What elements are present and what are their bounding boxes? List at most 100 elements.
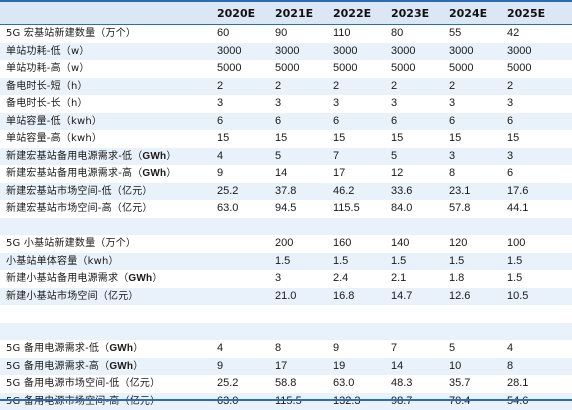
table-cell: 3 xyxy=(507,95,513,113)
row-label-text: 新建宏基站市场空间-高（亿元） xyxy=(6,203,153,214)
table-cell: 44.1 xyxy=(507,200,528,218)
table-cell: 42 xyxy=(507,25,519,43)
table-cell: 9 xyxy=(333,340,339,358)
table-cell: 1.5 xyxy=(275,253,290,271)
table-cell: 160 xyxy=(333,235,351,253)
table-cell: 15 xyxy=(275,130,287,148)
row-label: 新建宏基站市场空间-低（亿元） xyxy=(6,183,153,201)
table-cell: 19 xyxy=(333,358,345,376)
table-cell: 90 xyxy=(275,25,287,43)
row-label-tail: ） xyxy=(133,343,143,354)
table-cell: 23.1 xyxy=(449,183,470,201)
table-cell: 6 xyxy=(449,113,455,131)
table-cell: 200 xyxy=(275,235,293,253)
table-cell: 6 xyxy=(391,113,397,131)
table-cell: 14.7 xyxy=(391,288,412,306)
table-cell: 15 xyxy=(507,130,519,148)
table-cell: 12.6 xyxy=(449,288,470,306)
table-cell: 5 xyxy=(449,340,455,358)
table-cell: 6 xyxy=(507,113,513,131)
table-cell: 5000 xyxy=(449,60,473,78)
table-cell: 55 xyxy=(449,25,461,43)
table-row: 单站容量-低（kwh） 6 6 6 6 6 6 xyxy=(0,113,572,131)
row-label-text: 新建宏基站市场空间-低（亿元） xyxy=(6,186,153,197)
table-cell: 63.0 xyxy=(333,375,354,393)
row-label-text: 单站容量-高（kwh） xyxy=(6,133,102,144)
table-cell: 3000 xyxy=(449,43,473,61)
table-cell: 15 xyxy=(391,130,403,148)
table-cell: 110 xyxy=(333,25,351,43)
row-label-text: 单站容量-低（kwh） xyxy=(6,116,102,127)
column-header: 2021E xyxy=(275,6,313,22)
row-label: 备电时长-长（h） xyxy=(6,95,88,113)
table-cell: 35.7 xyxy=(449,375,470,393)
row-label-tail: ） xyxy=(166,151,176,162)
table-cell: 94.5 xyxy=(275,200,296,218)
row-label-text: 备电时长-短（h） xyxy=(6,81,88,92)
table-cell: 15 xyxy=(333,130,345,148)
table-cell: 100 xyxy=(507,235,525,253)
table-cell: 6 xyxy=(333,113,339,131)
table-cell: 9 xyxy=(217,165,223,183)
row-label: 新建宏基站市场空间-高（亿元） xyxy=(6,200,153,218)
row-label-tail: ） xyxy=(152,273,162,284)
table-cell: 15 xyxy=(217,130,229,148)
table-cell: 8 xyxy=(275,340,281,358)
table-cell: 3 xyxy=(333,95,339,113)
table-cell: 5000 xyxy=(391,60,415,78)
row-label-unit: GWh xyxy=(128,273,152,284)
table-cell: 2 xyxy=(449,78,455,96)
row-label: 新建小基站市场空间（亿元） xyxy=(6,288,139,306)
table-cell: 5000 xyxy=(507,60,531,78)
row-label-text: 新建小基站市场空间（亿元） xyxy=(6,291,139,302)
table-cell: 3000 xyxy=(217,43,241,61)
row-label: 5G 小基站新建数量（万个） xyxy=(6,235,136,253)
row-label: 新建宏基站备用电源需求-低（GWh） xyxy=(6,148,177,166)
table-cell: 46.2 xyxy=(333,183,354,201)
table-cell: 14 xyxy=(275,165,287,183)
row-label-tail: ） xyxy=(133,361,143,372)
table-cell: 63.0 xyxy=(217,393,238,410)
table-cell: 6 xyxy=(507,165,513,183)
table-cell: 2 xyxy=(275,78,281,96)
row-label-text: 新建宏基站备用电源需求-高（ xyxy=(6,168,142,179)
row-label-text: 5G 备用电源需求-低（ xyxy=(6,343,109,354)
table-cell: 6 xyxy=(217,113,223,131)
table-cell: 25.2 xyxy=(217,375,238,393)
spacer-row xyxy=(0,305,572,323)
row-label-text: 新建小基站备用电源需求（ xyxy=(6,273,128,284)
row-label: 5G 备用电源市场空间-低（亿元） xyxy=(6,375,160,393)
table-cell: 7 xyxy=(391,340,397,358)
table-cell: 3 xyxy=(507,148,513,166)
table-cell: 58.8 xyxy=(275,375,296,393)
table-cell: 6 xyxy=(275,113,281,131)
table-cell: 2 xyxy=(507,78,513,96)
row-label: 小基站单体容量（kwh） xyxy=(6,253,119,271)
table-cell: 3000 xyxy=(333,43,357,61)
column-header: 2020E xyxy=(217,6,255,22)
table-cell: 14 xyxy=(391,358,403,376)
row-label: 备电时长-短（h） xyxy=(6,78,88,96)
table-cell: 80 xyxy=(391,25,403,43)
column-header: 2025E xyxy=(507,6,545,22)
table-cell: 5 xyxy=(391,148,397,166)
table-cell: 9 xyxy=(217,358,223,376)
table-cell: 17.6 xyxy=(507,183,528,201)
table-cell: 5 xyxy=(275,148,281,166)
table-cell: 10.5 xyxy=(507,288,528,306)
row-label-text: 5G 宏基站新建数量（万个） xyxy=(6,28,136,39)
row-label-text: 单站功耗-低（w） xyxy=(6,46,90,57)
row-label-tail: ） xyxy=(166,168,176,179)
row-label-text: 小基站单体容量（kwh） xyxy=(6,256,119,267)
row-label: 单站容量-低（kwh） xyxy=(6,113,102,131)
row-label: 5G 备用电源需求-低（GWh） xyxy=(6,340,143,358)
table-cell: 7 xyxy=(333,148,339,166)
table-cell: 3 xyxy=(449,95,455,113)
